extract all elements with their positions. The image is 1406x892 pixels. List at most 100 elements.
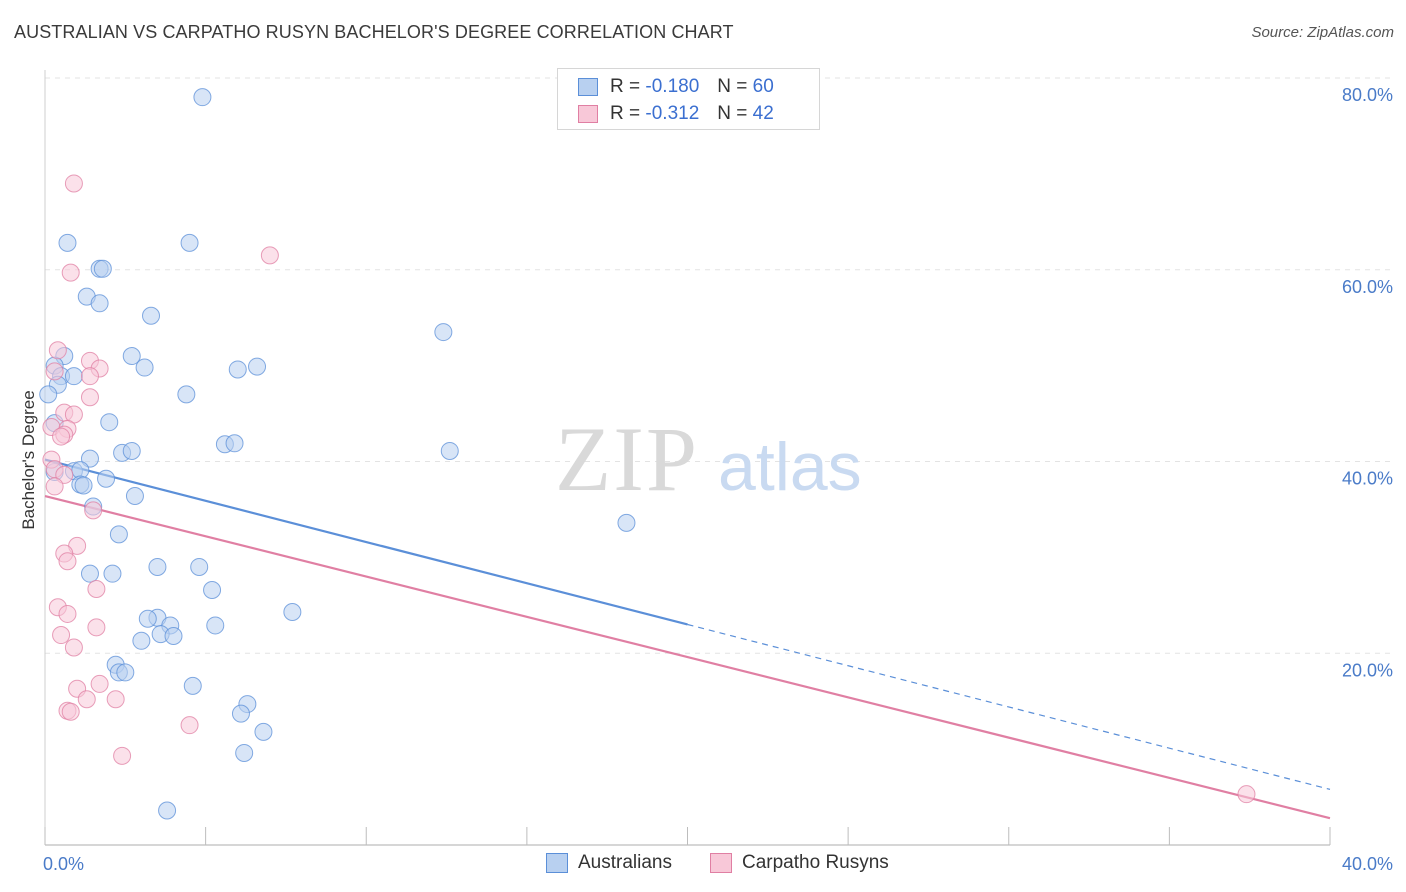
- tick-labels: 20.0% 40.0% 60.0% 80.0% 0.0% 40.0%: [43, 85, 1393, 874]
- point-australians: [93, 259, 112, 278]
- trend-line-australians: [44, 458, 688, 626]
- legend-swatch-carpatho-rusyns: [578, 105, 598, 123]
- point-australians: [122, 441, 141, 460]
- legend-swatch-australians: [546, 853, 568, 873]
- point-carpatho-rusyns: [45, 362, 64, 381]
- point-australians: [228, 360, 247, 379]
- point-carpatho-rusyns: [90, 674, 109, 693]
- point-carpatho-rusyns: [45, 477, 64, 496]
- point-carpatho-rusyns: [48, 341, 67, 360]
- watermark-zip: ZIP: [555, 408, 699, 510]
- point-carpatho-rusyns: [113, 746, 132, 765]
- data-points: [39, 88, 1256, 820]
- x-tick-label: 40.0%: [1342, 854, 1393, 874]
- y-tick-label: 40.0%: [1342, 469, 1393, 489]
- legend-swatch-carpatho-rusyns: [710, 853, 732, 873]
- point-carpatho-rusyns: [80, 367, 99, 386]
- x-tick-label: 0.0%: [43, 854, 84, 874]
- point-australians: [177, 385, 196, 404]
- point-australians: [183, 676, 202, 695]
- point-australians: [74, 476, 93, 495]
- point-australians: [80, 449, 99, 468]
- legend-label-carpatho-rusyns: Carpatho Rusyns: [742, 852, 889, 873]
- point-australians: [39, 385, 58, 404]
- point-carpatho-rusyns: [84, 501, 103, 520]
- point-australians: [193, 88, 212, 107]
- legend-r-value: -0.312: [645, 103, 700, 124]
- point-carpatho-rusyns: [87, 618, 106, 637]
- point-carpatho-rusyns: [58, 552, 77, 571]
- point-australians: [103, 564, 122, 583]
- point-australians: [231, 704, 250, 723]
- legend-n-value: 60: [752, 76, 774, 97]
- point-carpatho-rusyns: [55, 465, 74, 484]
- source-note: Source: ZipAtlas.com: [1251, 24, 1394, 41]
- legend-row-australians: R = -0.180 N = 60: [578, 73, 774, 101]
- point-australians: [125, 487, 144, 506]
- point-australians: [116, 663, 135, 682]
- point-australians: [148, 557, 167, 576]
- watermark: ZIP atlas: [555, 408, 862, 510]
- legend-label-australians: Australians: [578, 852, 672, 873]
- point-australians: [434, 323, 453, 342]
- trend-lines: [44, 458, 1331, 820]
- point-carpatho-rusyns: [52, 427, 71, 446]
- legend-n-label: N =: [717, 103, 748, 124]
- point-australians: [190, 557, 209, 576]
- point-australians: [440, 441, 459, 460]
- watermark-atlas: atlas: [718, 429, 862, 505]
- legend-n-value: 42: [752, 103, 774, 124]
- point-australians: [248, 357, 267, 376]
- point-carpatho-rusyns: [52, 626, 71, 645]
- point-carpatho-rusyns: [1237, 785, 1256, 804]
- point-australians: [164, 626, 183, 645]
- point-carpatho-rusyns: [106, 690, 125, 709]
- point-australians: [100, 413, 119, 432]
- grid-lines: [45, 77, 1392, 654]
- y-axis-label: Bachelor's Degree: [19, 390, 38, 529]
- point-carpatho-rusyns: [61, 263, 80, 282]
- point-australians: [617, 513, 636, 532]
- legend-r-label: R =: [610, 103, 641, 124]
- point-carpatho-rusyns: [180, 716, 199, 735]
- point-australians: [203, 580, 222, 599]
- chart-title: AUSTRALIAN VS CARPATHO RUSYN BACHELOR'S …: [14, 22, 734, 42]
- point-carpatho-rusyns: [260, 246, 279, 265]
- point-australians: [58, 233, 77, 252]
- point-australians: [97, 469, 116, 488]
- point-australians: [109, 525, 128, 544]
- stats-legend: R = -0.180 N = 60 R = -0.312 N = 42: [557, 68, 820, 130]
- point-australians: [235, 743, 254, 762]
- point-australians: [142, 306, 161, 325]
- point-australians: [132, 631, 151, 650]
- point-australians: [64, 367, 83, 386]
- legend-item-carpatho-rusyns[interactable]: Carpatho Rusyns: [710, 852, 889, 874]
- point-australians: [254, 722, 273, 741]
- y-tick-label: 20.0%: [1342, 660, 1393, 680]
- point-australians: [122, 347, 141, 366]
- point-australians: [138, 609, 157, 628]
- trend-line-extension: [687, 623, 1331, 790]
- point-australians: [135, 358, 154, 377]
- legend-swatch-australians: [578, 78, 598, 96]
- y-tick-label: 60.0%: [1342, 277, 1393, 297]
- point-australians: [283, 603, 302, 622]
- point-australians: [180, 233, 199, 252]
- point-carpatho-rusyns: [61, 702, 80, 721]
- point-australians: [90, 294, 109, 313]
- point-carpatho-rusyns: [77, 690, 96, 709]
- point-carpatho-rusyns: [58, 604, 77, 623]
- legend-r-value: -0.180: [645, 76, 700, 97]
- point-australians: [206, 616, 225, 635]
- series-legend: Australians Carpatho Rusyns: [0, 852, 1406, 878]
- legend-n-label: N =: [717, 76, 748, 97]
- point-carpatho-rusyns: [64, 174, 83, 193]
- legend-r-label: R =: [610, 76, 641, 97]
- point-australians: [225, 434, 244, 453]
- y-tick-label: 80.0%: [1342, 85, 1393, 105]
- point-carpatho-rusyns: [64, 638, 83, 657]
- legend-item-australians[interactable]: Australians: [546, 852, 672, 874]
- point-australians: [80, 564, 99, 583]
- trend-line-carpatho-rusyns: [44, 494, 1331, 820]
